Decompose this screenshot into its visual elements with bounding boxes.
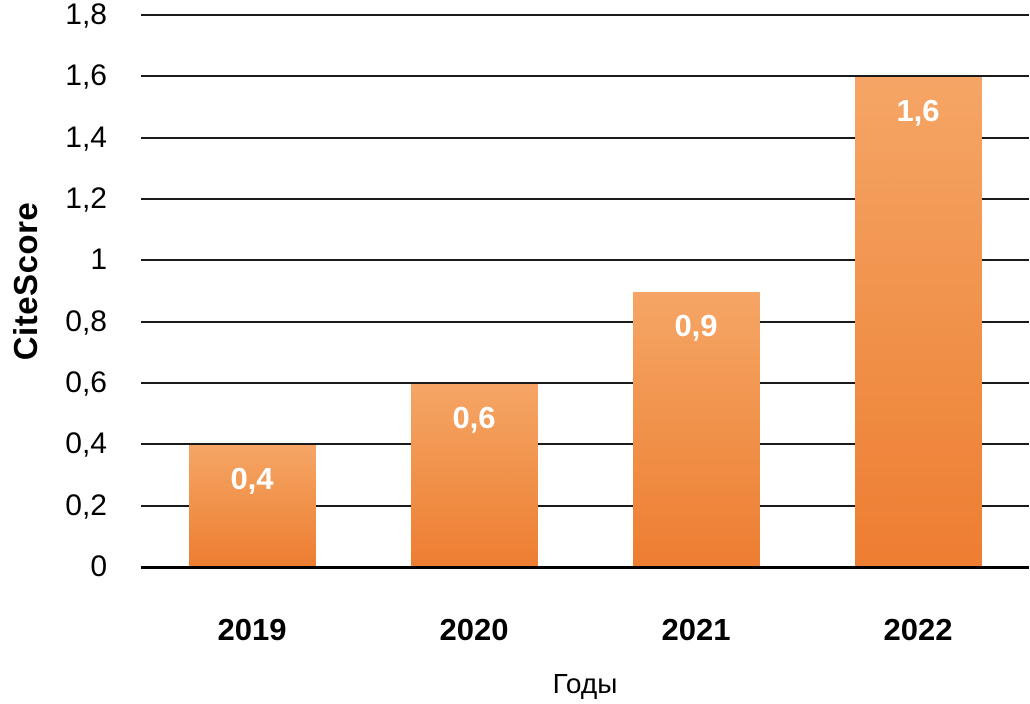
x-category-label-2020: 2020 — [439, 612, 509, 647]
gridline-1,2 — [141, 198, 1029, 200]
gridline-1,8 — [141, 14, 1029, 16]
x-category-label-2019: 2019 — [217, 612, 287, 647]
x-axis-line — [141, 566, 1029, 569]
x-axis-category-labels: 2019 2020 2021 2022 — [141, 610, 1029, 650]
gridline-0,2 — [141, 504, 1029, 507]
y-tick-label: 0,8 — [65, 304, 107, 338]
bar-2022: 1,6 — [854, 77, 982, 568]
bar-value-label: 1,6 — [896, 93, 940, 129]
x-axis-title: Годы — [552, 668, 618, 699]
y-tick-label: 1 — [90, 243, 107, 277]
bar-value-label: 0,9 — [674, 308, 718, 343]
y-tick-label: 1,8 — [65, 0, 107, 31]
gridline-0,4 — [141, 443, 1029, 446]
y-tick-label: 0,4 — [65, 427, 107, 461]
bar-value-label: 0,6 — [452, 400, 496, 435]
bar-2021: 0,9 — [632, 292, 760, 568]
y-tick-label: 1,4 — [65, 120, 107, 154]
bar-2019: 0,4 — [188, 445, 316, 568]
bar-2020: 0,6 — [410, 384, 538, 568]
gridline-0,8 — [141, 320, 1029, 323]
y-tick-label: 0,2 — [65, 488, 107, 522]
y-tick-label: 1,2 — [65, 182, 107, 215]
gridline-1,4 — [141, 136, 1029, 139]
y-tick-label: 0 — [90, 550, 107, 583]
y-tick-label: 0,6 — [65, 366, 107, 399]
x-category-label-2022: 2022 — [883, 612, 953, 647]
gridline-1 — [141, 259, 1029, 262]
gridline-0,6 — [141, 382, 1029, 384]
x-category-label-2021: 2021 — [661, 612, 731, 647]
y-tick-label: 1,6 — [65, 59, 107, 93]
gridline-1,6 — [141, 75, 1029, 78]
bar-value-label: 0,4 — [230, 461, 274, 497]
plot-area: 0,4 0,6 0,9 1,6 — [141, 0, 1029, 569]
